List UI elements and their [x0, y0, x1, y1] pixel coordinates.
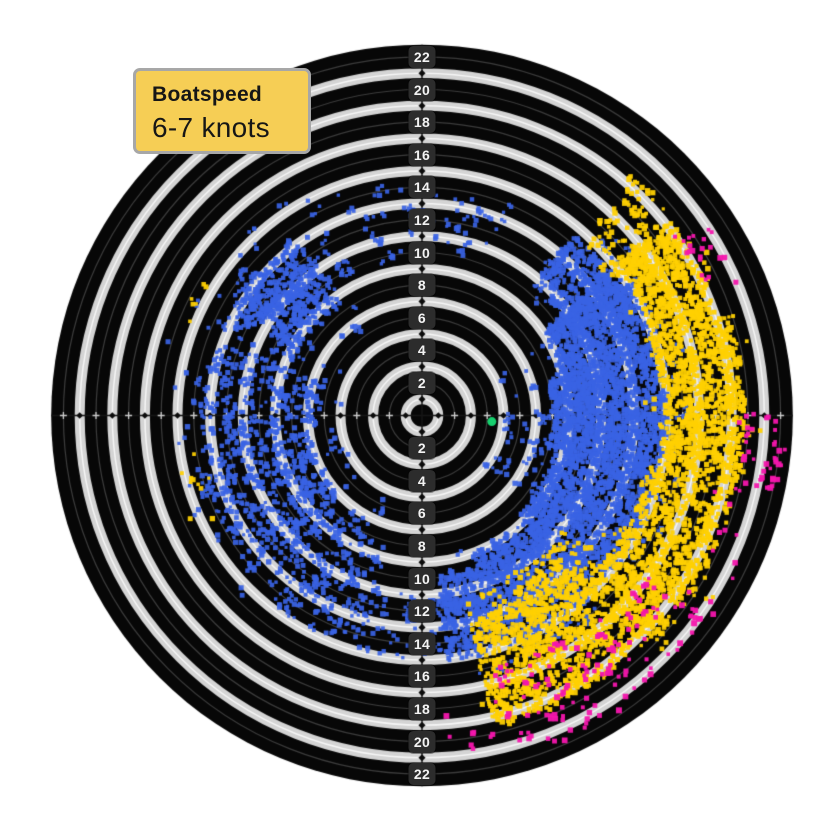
legend-title: Boatspeed: [152, 83, 263, 106]
legend-subtitle: 6-7 knots: [152, 112, 270, 143]
legend-box: Boatspeed 6-7 knots: [133, 68, 311, 154]
